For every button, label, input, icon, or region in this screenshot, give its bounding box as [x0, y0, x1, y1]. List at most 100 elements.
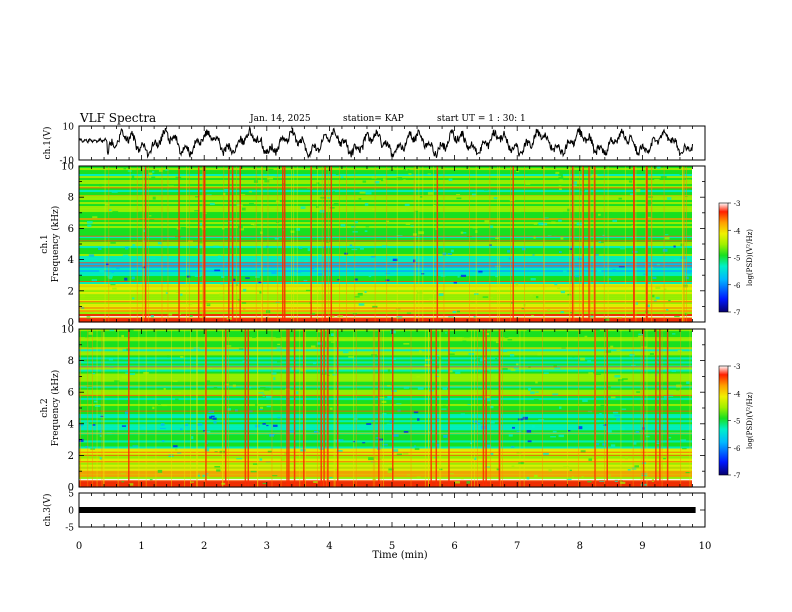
spectrogram-cell — [305, 289, 311, 292]
y-tick-label: 2 — [68, 286, 74, 297]
spectrogram-cell — [351, 226, 356, 228]
y-tick-label: 10 — [61, 325, 74, 336]
spectrogram-cell — [313, 431, 319, 434]
spectrogram-cell — [333, 202, 339, 206]
spectrogram-cell — [452, 310, 457, 314]
spectrogram-cell — [165, 169, 169, 171]
spectrogram-cell — [396, 453, 402, 456]
spectrogram-cell — [273, 424, 278, 427]
spectrogram-cell — [569, 469, 572, 472]
spectrogram-band — [79, 260, 692, 263]
spectrogram-cell — [368, 275, 372, 278]
spectrogram-cell — [326, 241, 330, 243]
spectrogram-band — [79, 244, 692, 247]
spectrogram-cell — [389, 420, 394, 423]
spectrogram-cell — [112, 287, 117, 290]
spectrogram-cell — [340, 176, 344, 179]
spectrogram-cell — [483, 357, 487, 361]
spectrogram-cell — [631, 225, 635, 228]
spectrogram-cell — [266, 405, 271, 408]
spectrogram-band — [79, 212, 692, 215]
spectrogram-cell — [365, 226, 370, 228]
spectrogram-cell — [337, 315, 344, 317]
spectrogram-cell — [309, 313, 316, 315]
spectrogram-cell — [197, 242, 204, 244]
spectrogram-cell — [115, 267, 120, 270]
spectrogram-cell — [385, 272, 391, 275]
spectrogram-cell — [619, 248, 626, 250]
spectrogram-cell — [260, 387, 266, 389]
colorbar-tick-label: -7 — [734, 472, 741, 480]
spectrogram-cell — [495, 341, 499, 344]
spectrogram-cell — [462, 232, 467, 234]
spectrogram-cell — [413, 411, 419, 414]
spectrogram-cell — [537, 352, 542, 356]
spectrogram-cell — [462, 340, 467, 342]
spectrogram-cell — [588, 458, 593, 461]
spectrogram-cell — [508, 257, 512, 260]
spectrogram-cell — [267, 177, 274, 180]
spectrogram-cell — [334, 439, 340, 443]
spectrogram-cell — [428, 431, 432, 434]
spectrogram-band — [79, 480, 692, 484]
spectrogram-cell — [418, 350, 422, 354]
spectrogram-cell — [676, 388, 679, 391]
spectrogram-cell — [213, 245, 220, 248]
spectrogram-cell — [344, 252, 348, 255]
spectrogram-cell — [152, 406, 155, 410]
spectrogram-cell — [402, 452, 409, 456]
spectrogram-cell — [177, 452, 182, 454]
spectrogram-cell — [131, 276, 135, 280]
spectrogram-cell — [622, 378, 628, 380]
spectrogram-cell — [558, 176, 564, 180]
spectrogram-band — [79, 286, 692, 289]
spectrogram-cell — [535, 296, 539, 299]
spectrogram-band — [79, 331, 692, 334]
spectrogram-cell — [618, 197, 622, 200]
spectrogram-cell — [242, 360, 246, 363]
spectrogram-cell — [371, 176, 377, 179]
spectrogram-cell — [456, 197, 462, 200]
spectrogram-cell — [652, 276, 657, 279]
spectrogram-cell — [684, 313, 688, 316]
spectrogram-cell — [132, 445, 139, 447]
spectrogram-cell — [157, 242, 162, 245]
spectrogram-band — [79, 403, 692, 407]
spectrogram-band — [79, 335, 692, 338]
spectrogram-cell — [382, 413, 387, 416]
spectrogram-cell — [516, 363, 519, 366]
spectrogram-cell — [467, 403, 471, 406]
spectrogram-cell — [448, 370, 453, 373]
spectrogram-cell — [534, 474, 538, 478]
spectrogram-band — [79, 405, 692, 409]
spectrogram-cell — [374, 180, 380, 184]
spectrogram-band — [79, 381, 692, 385]
spectrogram-cell — [99, 269, 105, 273]
spectrogram-cell — [580, 357, 585, 361]
spectrogram-cell — [138, 211, 145, 214]
spectrogram-cell — [239, 227, 244, 231]
spectrogram-nodata — [692, 166, 705, 322]
spectrogram-cell — [680, 439, 687, 442]
spectrogram-cell — [385, 463, 389, 466]
spectrogram-cell — [400, 209, 406, 212]
spectrogram-cell — [98, 247, 102, 250]
spectrogram-cell — [391, 389, 397, 392]
spectrogram-cell — [392, 258, 398, 262]
spectrogram-cell — [238, 347, 244, 350]
spectrogram-cell — [88, 345, 93, 348]
spectrogram-cell — [121, 375, 127, 379]
spectrogram-cell — [212, 417, 217, 420]
y-tick-label: -5 — [65, 524, 74, 534]
spectrogram-cell — [597, 420, 600, 423]
spectrogram-cell — [310, 345, 316, 348]
spectrogram-cell — [84, 335, 89, 338]
spectrogram-cell — [387, 395, 393, 399]
spectrogram-cell — [580, 450, 586, 453]
spectrogram-cell — [496, 467, 500, 471]
spectrogram-cell — [412, 233, 417, 236]
spectrogram-band — [79, 428, 692, 431]
spectrogram-cell — [362, 180, 367, 183]
spectrogram-cell — [599, 333, 602, 337]
spectrogram-cell — [93, 340, 97, 343]
